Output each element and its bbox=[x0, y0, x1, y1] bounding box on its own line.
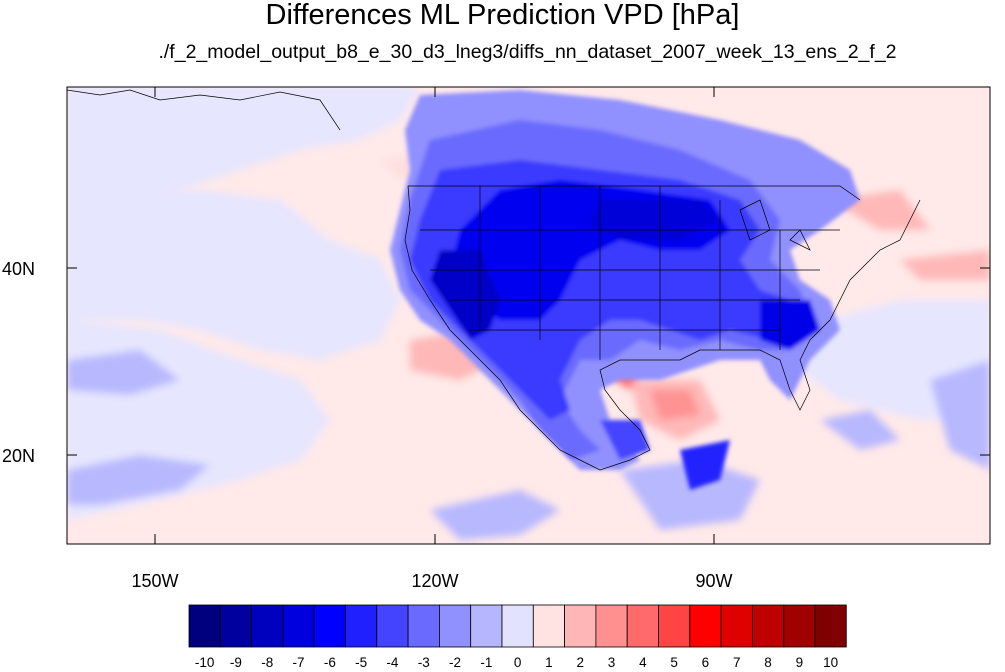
colorbar-box bbox=[752, 604, 785, 648]
colorbar-box bbox=[626, 604, 659, 648]
colorbar-tick-label: 6 bbox=[701, 655, 710, 670]
colorbar-box bbox=[783, 604, 816, 648]
colorbar-box bbox=[219, 604, 253, 648]
colorbar-box bbox=[407, 604, 440, 648]
colorbar-box bbox=[282, 604, 315, 648]
colorbar-tick-label: 1 bbox=[545, 655, 553, 670]
colorbar-tick-label: 9 bbox=[795, 655, 804, 670]
colorbar-box bbox=[658, 604, 691, 648]
colorbar-box bbox=[376, 604, 409, 648]
colorbar-box bbox=[313, 604, 346, 648]
colorbar-tick-label: 0 bbox=[513, 655, 522, 670]
colorbar-tick-label: -5 bbox=[355, 655, 368, 670]
colorbar-box bbox=[501, 604, 534, 648]
colorbar-box bbox=[345, 604, 378, 648]
colorbar-box bbox=[595, 604, 628, 648]
colorbar-tick-label: -7 bbox=[292, 655, 305, 670]
field-negative-land bbox=[390, 90, 860, 490]
colorbar-tick-label: -9 bbox=[229, 655, 242, 670]
colorbar-box bbox=[814, 604, 847, 648]
map-frame bbox=[66, 86, 991, 545]
boundary-lines bbox=[67, 89, 921, 471]
colorbar-box bbox=[470, 604, 503, 648]
colorbar-box bbox=[720, 604, 753, 648]
field-ocean-patches bbox=[67, 87, 990, 540]
colorbar-tick-label: 3 bbox=[607, 655, 616, 670]
lat-label-20n: 20N bbox=[2, 446, 36, 466]
lon-label-120w: 120W bbox=[411, 571, 459, 591]
lon-label-150w: 150W bbox=[131, 571, 179, 591]
colorbar-tick-label: 7 bbox=[732, 655, 741, 670]
colorbar-box bbox=[251, 604, 284, 648]
colorbar-box bbox=[689, 604, 722, 648]
map-field bbox=[67, 87, 990, 544]
lat-label-40n: 40N bbox=[2, 259, 36, 279]
axis-ticks bbox=[67, 87, 990, 544]
colorbar-box bbox=[564, 604, 597, 648]
colorbar-box bbox=[188, 604, 221, 648]
colorbar-box bbox=[438, 604, 472, 648]
colorbar-tick-label: -8 bbox=[261, 655, 274, 670]
lon-label-90w: 90W bbox=[695, 571, 733, 591]
chart-title: Differences ML Prediction VPD [hPa] bbox=[265, 0, 740, 31]
colorbar-tick-label: -4 bbox=[386, 655, 399, 670]
colorbar-tick-label: 2 bbox=[576, 655, 584, 670]
chart-subtitle: ./f_2_model_output_b8_e_30_d3_lneg3/diff… bbox=[158, 41, 897, 63]
colorbar-tick-label: 5 bbox=[670, 655, 678, 670]
colorbar-tick-label: -10 bbox=[194, 655, 215, 670]
colorbar-tick-label: -6 bbox=[323, 655, 336, 670]
colorbar-tick-label: 4 bbox=[639, 655, 647, 670]
colorbar-tick-label: -1 bbox=[480, 655, 493, 670]
colorbar-tick-label: 8 bbox=[764, 655, 772, 670]
colorbar-tick-label: -2 bbox=[449, 655, 462, 670]
colorbar-tick-label: 10 bbox=[823, 655, 839, 670]
colorbar-box bbox=[532, 604, 565, 648]
colorbar-tick-label: -3 bbox=[417, 655, 430, 670]
